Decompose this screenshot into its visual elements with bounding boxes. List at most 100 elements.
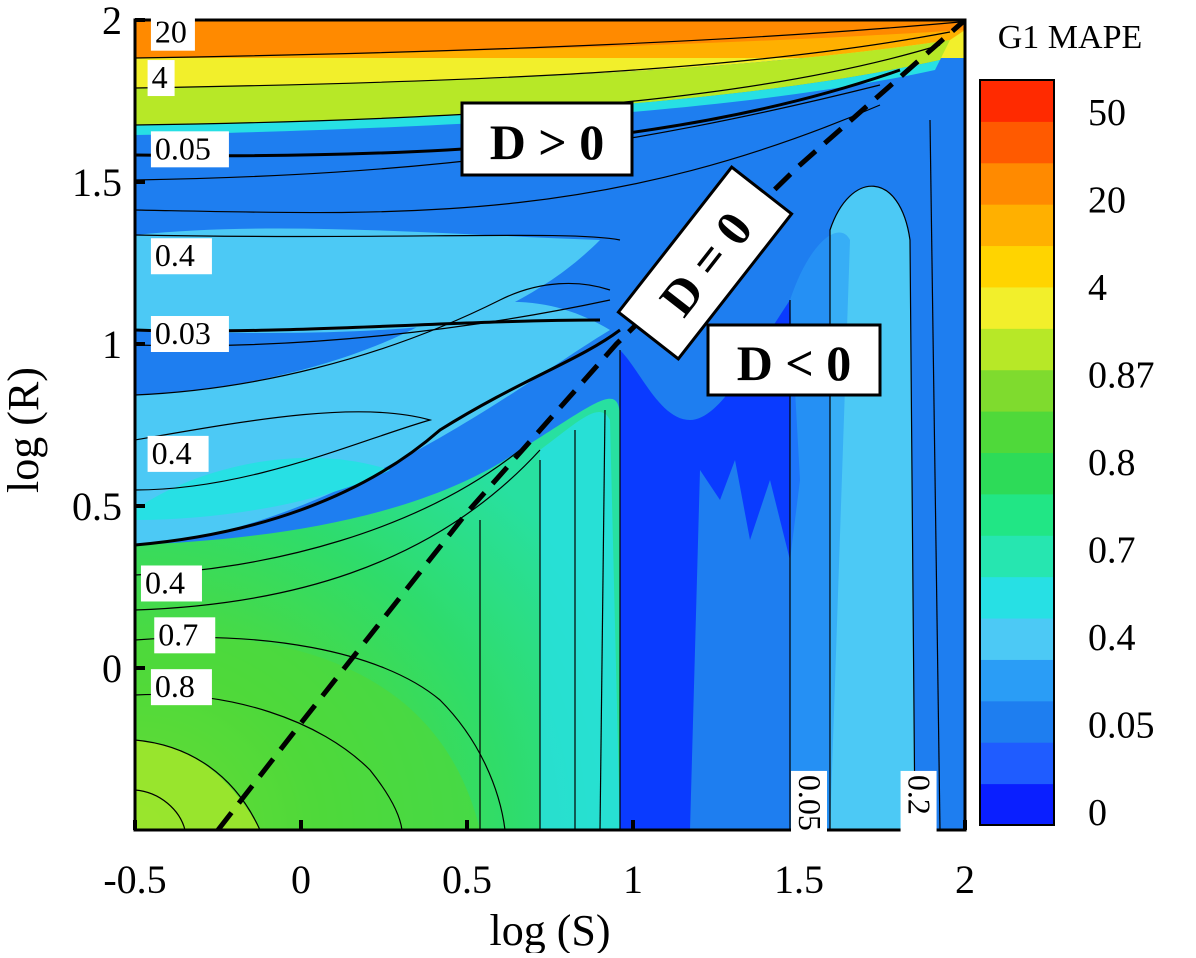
contour-labels: 20 4 0.05 0.4 0.03 0.4 0.4 0.7 0.8 0.05 0.2 [140, 14, 938, 849]
lower-teal-eye [135, 457, 390, 520]
contour-line [135, 789, 186, 830]
contour-label-bg [791, 770, 827, 849]
contour-label-text: 0.05 [155, 130, 211, 166]
boundary-line [216, 20, 965, 830]
band-light-cyan [135, 60, 940, 135]
colorbar-swatch [980, 576, 1054, 619]
contour-label-text: 0.03 [155, 315, 211, 351]
contour-label-text: 0.7 [158, 616, 198, 652]
contour-line [929, 119, 941, 830]
x-tick-label: 2 [955, 857, 975, 902]
contour-line [829, 185, 916, 830]
contour-label: 0.03 [150, 315, 229, 352]
dark-blue-region [620, 300, 800, 830]
x-tick-label: 1 [623, 857, 643, 902]
y-tick-label: 1.5 [72, 160, 122, 205]
boundary-layer [216, 20, 965, 830]
y-tick-label: 0.5 [72, 484, 122, 529]
contour-line [135, 104, 881, 214]
contour-line [135, 234, 621, 241]
colorbar-swatch [980, 328, 1054, 371]
colorbar-swatch [980, 204, 1054, 247]
contour-line [135, 328, 621, 547]
plot-frame [133, 18, 967, 832]
colorbar-swatch [980, 162, 1054, 205]
colorbar-swatch [980, 618, 1054, 660]
x-tick-label: 1.5 [774, 857, 824, 902]
lime-core-region [135, 740, 260, 830]
contour-label-text: 0.4 [155, 237, 195, 273]
band-amber [135, 30, 965, 58]
contour-line [599, 409, 606, 830]
y-tick-label: 2 [102, 0, 122, 43]
contour-label: 0.05 [791, 770, 828, 849]
y-axis-title: log (R) [0, 367, 48, 493]
contour-line [135, 449, 541, 611]
region-label-d-negative: D < 0 [706, 323, 882, 397]
contour-label-text: 0.4 [152, 435, 192, 471]
contour-label-text: 20 [155, 14, 187, 50]
x-tick-label: -0.5 [103, 857, 166, 902]
x-axis: -0.5 0 0.5 1 1.5 2 [103, 820, 975, 902]
contour-label-text: 0.2 [902, 775, 938, 815]
colorbar-swatch [980, 286, 1054, 329]
colorbar-swatch [980, 742, 1054, 785]
colorbar-label: 0.87 [1088, 355, 1155, 397]
y-tick-label: 1 [102, 322, 122, 367]
contour-label: 0.4 [150, 237, 212, 275]
cyan-strip-region [540, 411, 620, 830]
contour-label-text: 4 [152, 59, 168, 95]
colorbar-swatch [980, 493, 1054, 536]
colorbar-swatch [980, 245, 1054, 288]
colorbar-title: G1 MAPE [998, 19, 1143, 56]
region-label-d-positive-text: D > 0 [490, 114, 605, 170]
colorbar-label: 50 [1088, 92, 1126, 134]
contour-label-bg [900, 770, 937, 832]
band-yellow [135, 30, 965, 88]
region-label-d-positive: D > 0 [460, 101, 634, 177]
colorbar-label: 0.4 [1088, 617, 1136, 659]
contour-line [135, 282, 611, 396]
contour-line [135, 739, 261, 830]
contour-label-bg [150, 669, 212, 706]
contour-label: 0.8 [150, 668, 212, 706]
mid-cyan-arc [135, 228, 600, 333]
region-label-d-negative-text: D < 0 [737, 335, 852, 391]
contour-label-text: 0.05 [792, 775, 828, 831]
contour-label-text: 0.4 [145, 564, 185, 600]
contour-label: 0.7 [154, 616, 216, 654]
contour-line [135, 636, 506, 830]
contour-label-text: 0.8 [155, 668, 195, 704]
contour-label: 0.4 [147, 435, 209, 472]
contour-label-bg [154, 617, 216, 654]
contour-label: 0.05 [150, 130, 229, 168]
contour-line [135, 411, 433, 491]
contour-label-bg [150, 238, 212, 275]
colorbar-label: 0.05 [1088, 705, 1155, 747]
colorbar-label: 0.7 [1088, 530, 1136, 572]
contour-label-bg [150, 14, 195, 51]
x-tick-label: 0.5 [442, 857, 492, 902]
colorbar [979, 79, 1055, 826]
colorbar-swatch [980, 411, 1054, 453]
colorbar-swatch [980, 700, 1054, 743]
contour-label-bg [150, 131, 229, 168]
band-lime [135, 40, 950, 125]
contour-line [135, 31, 951, 89]
x-axis-title: log (S) [490, 906, 611, 953]
colorbar-swatch [980, 121, 1054, 164]
contour-label-bg [147, 435, 209, 472]
contour-label: 4 [147, 59, 175, 97]
colorbar-label: 0.8 [1088, 442, 1136, 484]
y-axis: 0 0.5 1 1.5 2 [72, 0, 145, 691]
x-tick-label: 0 [291, 857, 311, 902]
contour-label: 20 [150, 14, 195, 51]
colorbar-swatch [980, 452, 1054, 495]
colorbar-label: 0 [1088, 792, 1107, 834]
colorbar-swatch [980, 535, 1054, 578]
contour-line [135, 21, 961, 59]
colorbar-labels: 0 0.05 0.4 0.7 0.8 0.87 4 20 50 [1088, 92, 1155, 834]
colorbar-swatch [980, 659, 1054, 702]
